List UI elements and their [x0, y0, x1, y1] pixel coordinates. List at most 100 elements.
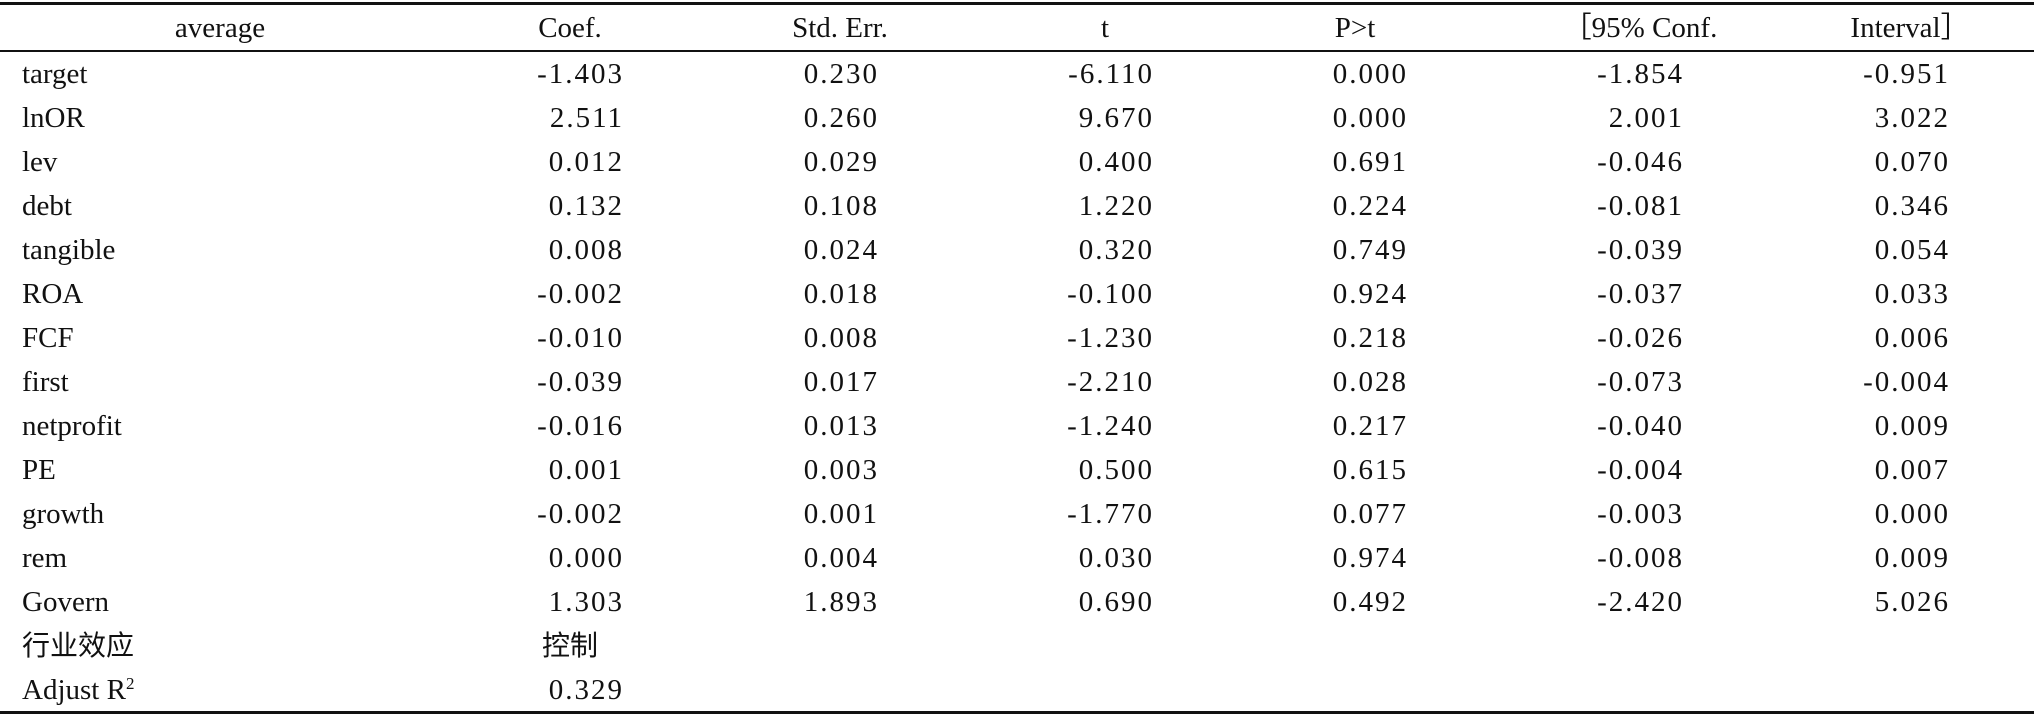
coef-cell: 0.012: [548, 146, 624, 178]
p-cell: 0.077: [1332, 498, 1408, 530]
conf-low-cell: -0.081: [1597, 190, 1684, 222]
t-cell: 0.320: [1078, 234, 1154, 266]
p-cell: 0.000: [1332, 102, 1408, 134]
variable-name: PE: [22, 454, 56, 486]
conf-high-cell: 0.054: [1874, 234, 1950, 266]
table-row: FCF -0.010 0.008 -1.230 0.218 -0.026 0.006: [0, 316, 2034, 360]
coef-cell: 1.303: [548, 586, 624, 618]
variable-name: tangible: [22, 234, 116, 266]
p-cell: 0.000: [1332, 58, 1408, 90]
industry-effect-row: 行业效应 控制: [0, 624, 2034, 668]
coef-cell: -0.016: [537, 410, 624, 442]
header-conf-low: ［95% Conf.: [1562, 12, 1718, 44]
p-cell: 0.749: [1332, 234, 1408, 266]
adjusted-r2-row: Adjust R2 0.329: [0, 668, 2034, 712]
p-cell: 0.217: [1332, 410, 1408, 442]
adjusted-r2-value: 0.329: [548, 674, 624, 706]
table-row: netprofit -0.016 0.013 -1.240 0.217 -0.040 0.0…: [0, 404, 2034, 448]
table-row: debt 0.132 0.108 1.220 0.224 -0.081 0.346: [0, 184, 2034, 228]
t-cell: 0.500: [1078, 454, 1154, 486]
coef-cell: 2.511: [549, 102, 624, 134]
conf-low-cell: -0.026: [1597, 322, 1684, 354]
t-cell: -1.240: [1067, 410, 1154, 442]
coef-cell: -0.002: [537, 278, 624, 310]
std-err-cell: 0.004: [803, 542, 879, 574]
t-cell: 0.030: [1078, 542, 1154, 574]
conf-high-cell: 3.022: [1874, 102, 1950, 134]
p-cell: 0.691: [1332, 146, 1408, 178]
header-t: t: [1100, 12, 1110, 44]
conf-high-cell: 5.026: [1874, 586, 1950, 618]
industry-effect-value: 控制: [542, 629, 599, 662]
table-top-rule: [0, 2, 2034, 5]
variable-name: growth: [22, 498, 105, 530]
t-cell: -1.230: [1067, 322, 1154, 354]
table-row: growth -0.002 0.001 -1.770 0.077 -0.003 0.000: [0, 492, 2034, 536]
conf-low-cell: -0.008: [1597, 542, 1684, 574]
t-cell: -0.100: [1067, 278, 1154, 310]
conf-low-cell: -0.046: [1597, 146, 1684, 178]
variable-name: netprofit: [22, 410, 122, 442]
conf-high-cell: 0.007: [1874, 454, 1950, 486]
conf-high-cell: 0.009: [1874, 410, 1950, 442]
coef-cell: -0.039: [537, 366, 624, 398]
header-conf-high: Interval］: [1850, 12, 1970, 44]
table-row: PE 0.001 0.003 0.500 0.615 -0.004 0.007: [0, 448, 2034, 492]
p-cell: 0.224: [1332, 190, 1408, 222]
coef-cell: 0.132: [548, 190, 624, 222]
p-cell: 0.924: [1332, 278, 1408, 310]
std-err-cell: 0.260: [803, 102, 879, 134]
std-err-cell: 0.018: [803, 278, 879, 310]
variable-name: lev: [22, 146, 58, 178]
std-err-cell: 0.001: [803, 498, 879, 530]
industry-effect-label: 行业效应: [22, 629, 135, 662]
coef-cell: 0.001: [548, 454, 624, 486]
conf-high-cell: 0.009: [1874, 542, 1950, 574]
coef-cell: -0.010: [537, 322, 624, 354]
std-err-cell: 0.108: [803, 190, 879, 222]
conf-low-cell: -2.420: [1597, 586, 1684, 618]
p-cell: 0.615: [1332, 454, 1408, 486]
t-cell: 9.670: [1078, 102, 1154, 134]
table-row: tangible 0.008 0.024 0.320 0.749 -0.039 0.054: [0, 228, 2034, 272]
variable-name: debt: [22, 190, 72, 222]
conf-low-cell: -0.039: [1597, 234, 1684, 266]
t-cell: 0.400: [1078, 146, 1154, 178]
std-err-cell: 0.017: [803, 366, 879, 398]
table-header-rule: [0, 50, 2034, 52]
p-cell: 0.028: [1332, 366, 1408, 398]
std-err-cell: 0.029: [803, 146, 879, 178]
coef-cell: -0.002: [537, 498, 624, 530]
header-p: P>t: [1334, 12, 1376, 44]
conf-high-cell: 0.033: [1874, 278, 1950, 310]
adjusted-r2-label-text: Adjust R: [22, 674, 126, 706]
conf-low-cell: -0.004: [1597, 454, 1684, 486]
table-header-row: average Coef. Std. Err. t P>t ［95% Conf.…: [0, 6, 2034, 50]
t-cell: 0.690: [1078, 586, 1154, 618]
conf-high-cell: -0.004: [1863, 366, 1950, 398]
variable-name: rem: [22, 542, 68, 574]
t-cell: -2.210: [1067, 366, 1154, 398]
p-cell: 0.218: [1332, 322, 1408, 354]
std-err-cell: 0.003: [803, 454, 879, 486]
std-err-cell: 0.013: [803, 410, 879, 442]
variable-name: target: [22, 58, 88, 90]
p-cell: 0.974: [1332, 542, 1408, 574]
conf-high-cell: 0.006: [1874, 322, 1950, 354]
conf-low-cell: -0.003: [1597, 498, 1684, 530]
conf-low-cell: -1.854: [1597, 58, 1684, 90]
table-row: rem 0.000 0.004 0.030 0.974 -0.008 0.009: [0, 536, 2034, 580]
conf-low-cell: 2.001: [1608, 102, 1684, 134]
header-average: average: [174, 12, 266, 44]
variable-name: lnOR: [22, 102, 85, 134]
header-std-err: Std. Err.: [792, 12, 888, 44]
variable-name: Govern: [22, 586, 109, 618]
table-row: Govern 1.303 1.893 0.690 0.492 -2.420 5.026: [0, 580, 2034, 624]
std-err-cell: 0.008: [803, 322, 879, 354]
t-cell: -1.770: [1067, 498, 1154, 530]
adjusted-r2-superscript: 2: [125, 674, 135, 693]
t-cell: 1.220: [1078, 190, 1154, 222]
conf-high-cell: -0.951: [1863, 58, 1950, 90]
coef-cell: 0.000: [548, 542, 624, 574]
adjusted-r2-label: Adjust R2: [22, 668, 134, 712]
